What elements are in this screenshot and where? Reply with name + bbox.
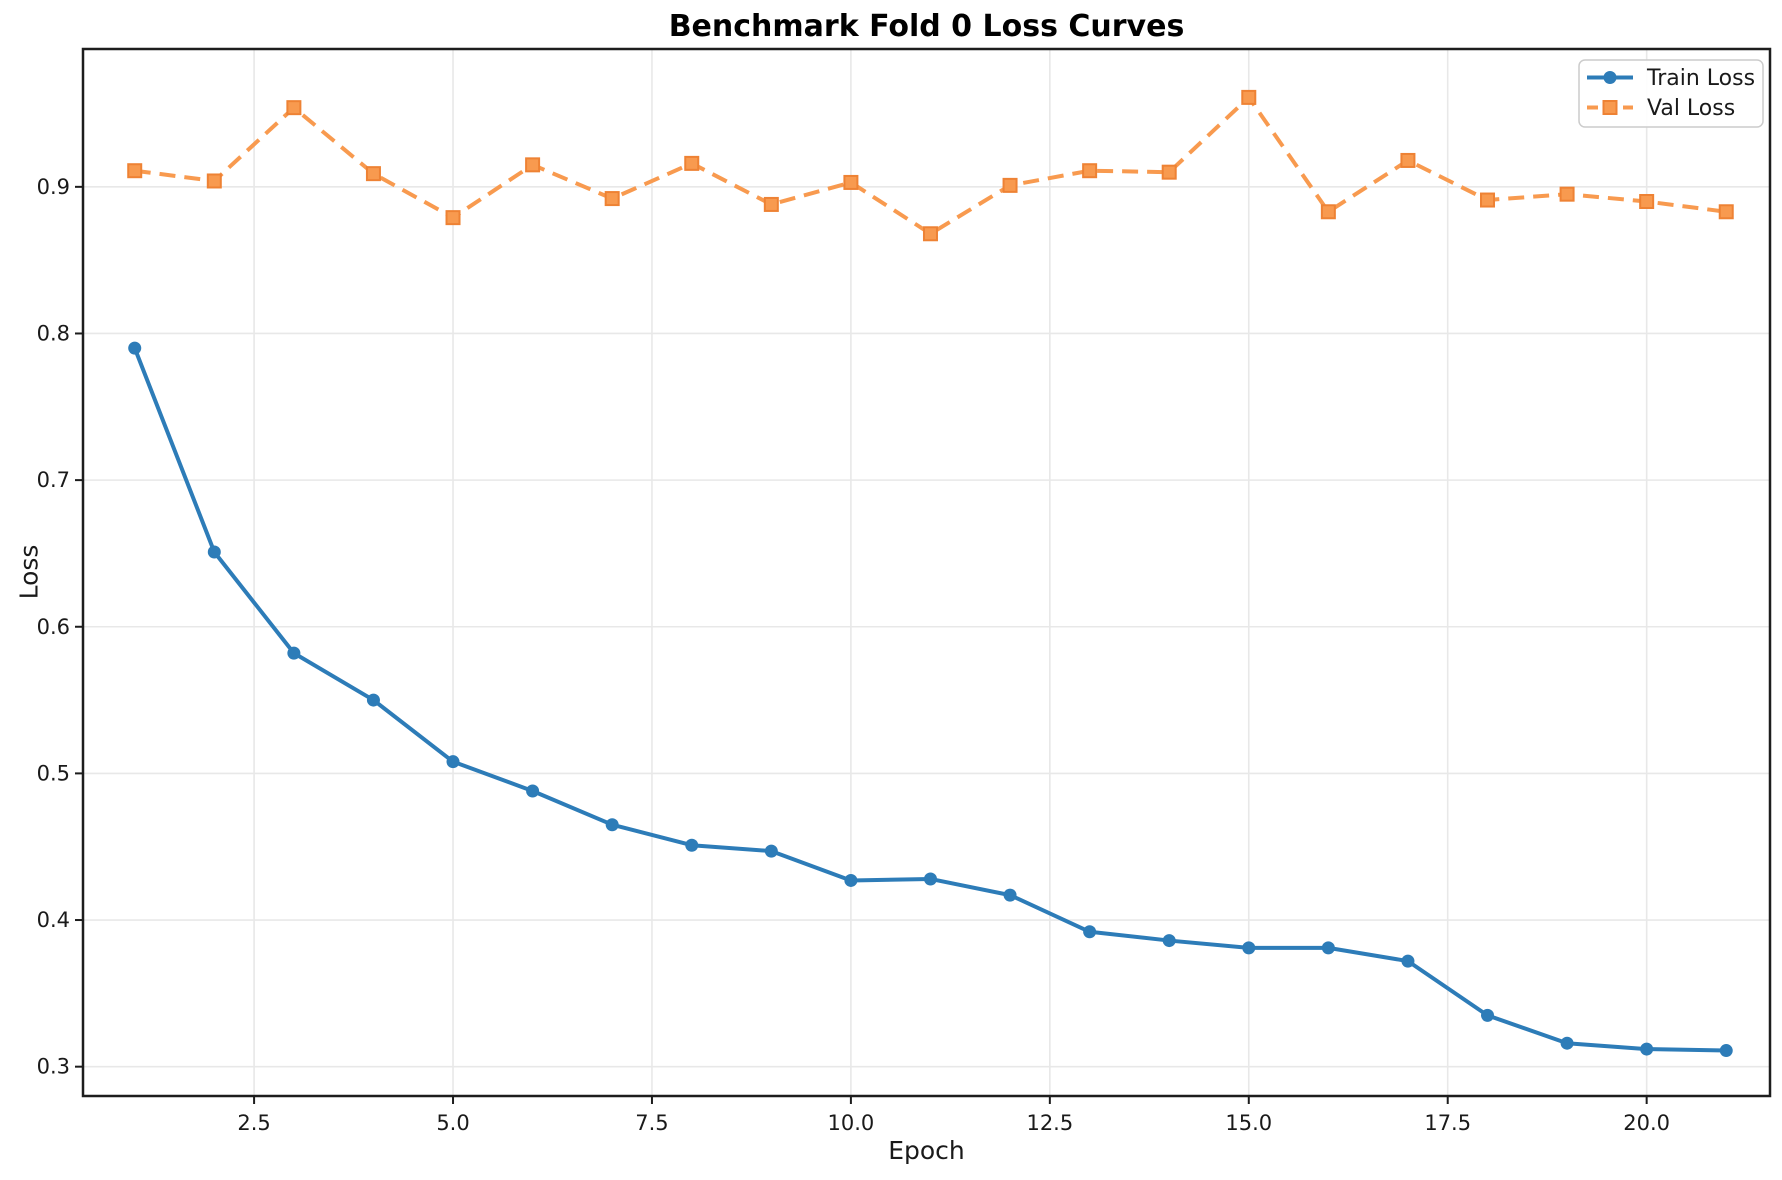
legend-marker-val-loss xyxy=(1602,100,1618,115)
val-loss-marker xyxy=(1480,192,1496,208)
train-loss-marker xyxy=(685,838,699,852)
y-tick-label: 0.9 xyxy=(37,175,70,199)
val-loss-marker xyxy=(922,226,938,242)
val-loss-marker xyxy=(445,210,461,226)
val-loss-marker xyxy=(206,173,222,189)
val-loss-marker xyxy=(604,191,620,207)
val-loss-marker xyxy=(1002,177,1018,193)
legend-label-train-loss: Train Loss xyxy=(1646,66,1755,91)
y-tick-label: 0.4 xyxy=(37,908,70,932)
val-loss-marker xyxy=(684,155,700,171)
val-loss-marker xyxy=(763,196,779,212)
train-loss-marker xyxy=(1560,1036,1574,1050)
train-loss-marker xyxy=(128,341,142,355)
train-loss-marker xyxy=(1242,941,1256,955)
val-loss-marker xyxy=(843,174,859,190)
x-tick-label: 15.0 xyxy=(1225,1111,1272,1135)
y-tick-label: 0.6 xyxy=(37,615,70,639)
val-loss-marker xyxy=(1161,164,1177,180)
train-loss-marker xyxy=(1401,954,1415,968)
train-loss-marker xyxy=(605,818,619,832)
val-loss-marker xyxy=(127,163,143,179)
legend-label-val-loss: Val Loss xyxy=(1647,96,1735,121)
val-loss-marker xyxy=(1639,194,1655,210)
x-tick-label: 12.5 xyxy=(1026,1111,1073,1135)
val-loss-marker xyxy=(365,166,381,182)
train-loss-marker xyxy=(207,545,221,559)
chart-title: Benchmark Fold 0 Loss Curves xyxy=(668,9,1185,44)
train-loss-marker xyxy=(1083,925,1097,939)
x-tick-label: 7.5 xyxy=(635,1111,668,1135)
val-loss-marker xyxy=(1400,152,1416,168)
train-loss-marker xyxy=(764,844,778,858)
plot-spines xyxy=(81,47,1772,1098)
val-loss-marker xyxy=(1082,163,1098,179)
x-tick-label: 17.5 xyxy=(1424,1111,1471,1135)
train-loss-marker xyxy=(1003,888,1017,902)
val-loss-marker xyxy=(1320,204,1336,220)
train-loss-marker xyxy=(1321,941,1335,955)
y-tick-label: 0.5 xyxy=(37,761,70,785)
train-loss-marker xyxy=(366,693,380,707)
val-loss-line xyxy=(134,95,1727,236)
y-tick-label: 0.7 xyxy=(37,468,70,492)
val-loss-marker xyxy=(525,157,541,173)
val-loss-marker xyxy=(1241,89,1257,105)
y-tick-label: 0.8 xyxy=(37,321,70,345)
val-loss-marker xyxy=(286,100,302,116)
x-tick-label: 10.0 xyxy=(828,1111,875,1135)
x-tick-label: 2.5 xyxy=(237,1111,270,1135)
x-tick-label: 5.0 xyxy=(436,1111,469,1135)
train-loss-marker xyxy=(1719,1044,1733,1058)
train-loss-marker xyxy=(446,755,460,769)
train-loss-marker xyxy=(1481,1008,1495,1022)
x-tick-label: 20.0 xyxy=(1623,1111,1670,1135)
train-loss-marker xyxy=(526,784,540,798)
train-loss-marker xyxy=(1640,1042,1654,1056)
train-loss-marker xyxy=(1162,934,1176,948)
x-axis-label: Epoch xyxy=(888,1136,965,1165)
legend-marker-train-loss xyxy=(1603,71,1617,84)
y-tick-label: 0.3 xyxy=(37,1055,70,1079)
val-loss-marker xyxy=(1559,186,1575,202)
train-loss-marker xyxy=(923,872,937,886)
train-loss-marker xyxy=(287,646,301,660)
train-loss-marker xyxy=(844,873,858,887)
val-loss-marker xyxy=(1718,204,1734,220)
y-axis-label: Loss xyxy=(14,544,44,600)
